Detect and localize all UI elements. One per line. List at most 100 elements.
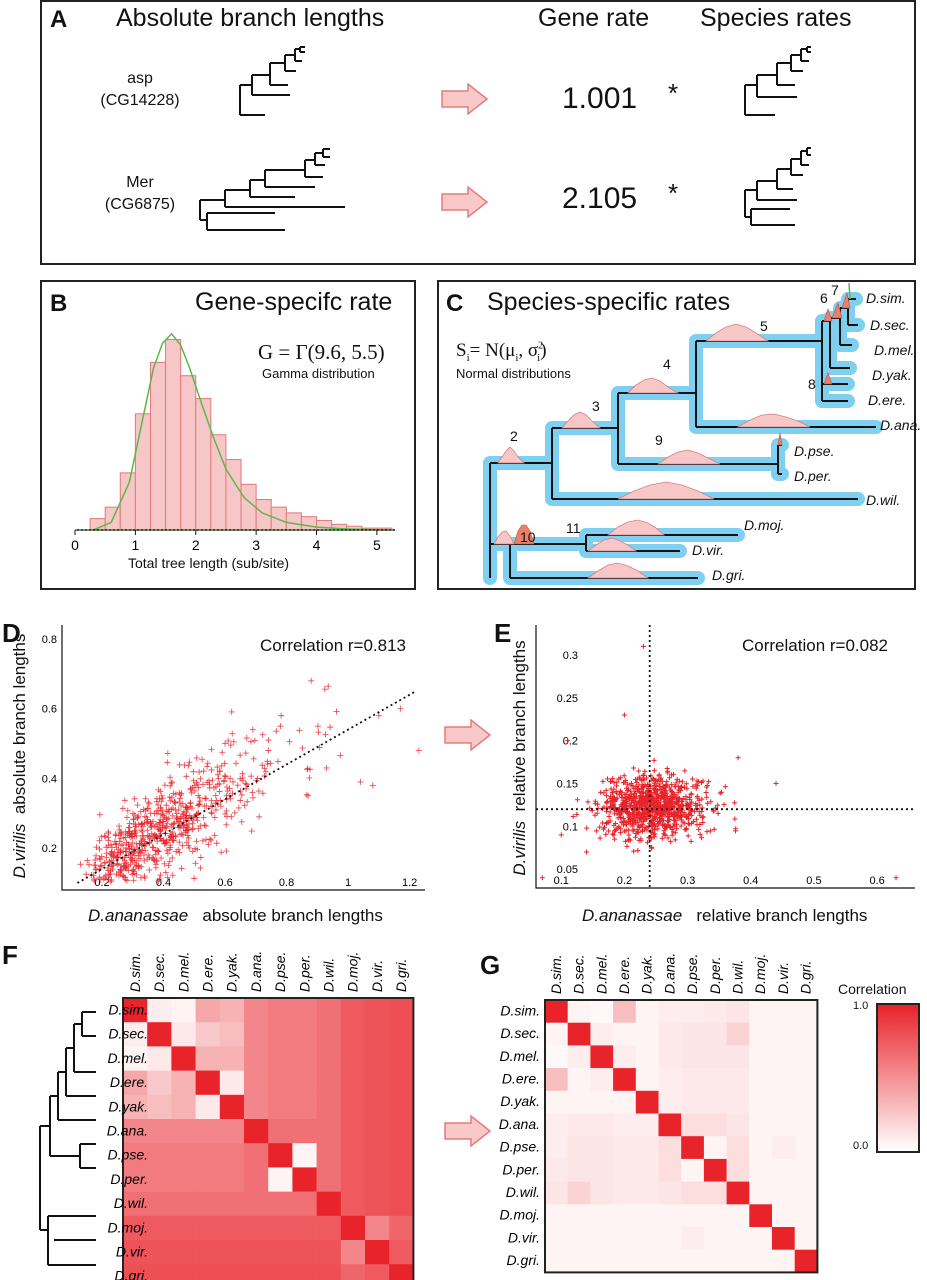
heatmap-cell bbox=[726, 1204, 750, 1228]
heatmap-cell bbox=[794, 1249, 818, 1273]
heatmap-cell bbox=[635, 1136, 659, 1160]
scatter-point bbox=[670, 823, 676, 829]
scatter-point bbox=[161, 782, 168, 789]
heatmap-cell bbox=[749, 1090, 773, 1114]
scatter-point bbox=[132, 829, 139, 836]
scatter-point bbox=[684, 814, 690, 820]
heatmap-cell bbox=[195, 1070, 221, 1096]
scatter-point bbox=[255, 788, 262, 795]
scatter-point bbox=[696, 826, 702, 832]
heatmap-cell bbox=[365, 998, 390, 1023]
scatter-point bbox=[134, 802, 141, 809]
heatmap-cell bbox=[389, 1264, 414, 1280]
scatter-point bbox=[93, 844, 100, 851]
scatter-point bbox=[188, 789, 195, 796]
species-label: D.vir. bbox=[692, 542, 725, 558]
column-label: D.wil. bbox=[729, 960, 745, 994]
scatter-point bbox=[157, 827, 164, 834]
heatmap-cell bbox=[658, 1158, 682, 1182]
x-tick-label: 0.5 bbox=[806, 875, 821, 887]
heatmap-cell bbox=[658, 1068, 682, 1092]
scatter-point bbox=[150, 844, 157, 851]
scatter-point bbox=[197, 854, 204, 861]
panel-e-label: E bbox=[494, 618, 512, 648]
scatter-point bbox=[144, 856, 151, 863]
scatter-point bbox=[259, 731, 266, 738]
scatter-point bbox=[721, 802, 727, 808]
heatmap-cell bbox=[772, 1113, 795, 1137]
scatter-point bbox=[256, 813, 263, 820]
scatter-point bbox=[167, 774, 174, 781]
heatmap-border bbox=[544, 999, 819, 1274]
scatter-point bbox=[189, 826, 196, 833]
scatter-point bbox=[172, 791, 179, 798]
heatmap-cell bbox=[658, 1090, 682, 1114]
heatmap-cell bbox=[726, 1022, 750, 1046]
histogram-bar bbox=[240, 483, 257, 531]
scatter-point bbox=[175, 819, 182, 826]
scatter-point bbox=[248, 828, 255, 835]
heatmap-cell bbox=[726, 1000, 750, 1023]
scatter-point bbox=[640, 827, 646, 833]
gene-rate-mer: 2.105 bbox=[562, 182, 638, 215]
scatter-point bbox=[648, 800, 654, 806]
heatmap-cell bbox=[794, 1158, 818, 1182]
scatter-point bbox=[687, 795, 693, 801]
scatter-point bbox=[155, 848, 162, 855]
scatter-point bbox=[679, 784, 685, 790]
heatmap-cell bbox=[794, 1204, 818, 1228]
heatmap-cell bbox=[794, 1022, 818, 1046]
heatmap-cell bbox=[268, 998, 293, 1023]
heatmap-cell bbox=[340, 1215, 366, 1241]
panel-b-label: B bbox=[50, 290, 68, 317]
scatter-point bbox=[656, 818, 662, 824]
scatter-point bbox=[150, 855, 157, 862]
column-label: D.wil. bbox=[321, 958, 337, 992]
heatmap-cell bbox=[635, 1204, 659, 1228]
heatmap-cell bbox=[365, 1215, 390, 1241]
scatter-point bbox=[194, 781, 201, 788]
heatmap-cell bbox=[123, 1022, 148, 1047]
scatter-point bbox=[151, 857, 158, 864]
scatter-point bbox=[228, 813, 235, 820]
gene-name-mer: Mer bbox=[126, 174, 154, 191]
scatter-point bbox=[186, 759, 193, 766]
heatmap-cell bbox=[794, 1227, 818, 1250]
scatter-point bbox=[123, 844, 130, 851]
scatter-point bbox=[147, 810, 154, 817]
heatmap-cell bbox=[147, 1119, 172, 1144]
gamma-curve bbox=[92, 332, 390, 531]
scatter-point bbox=[637, 789, 643, 795]
heatmap-cell bbox=[365, 1094, 390, 1120]
heatmap-cell bbox=[681, 1249, 705, 1273]
scatter-point bbox=[660, 784, 666, 790]
scatter-point bbox=[299, 745, 306, 752]
row-label: D.pse. bbox=[500, 1139, 540, 1155]
heatmap-cell bbox=[244, 1240, 269, 1265]
x-tick-label: 0.3 bbox=[680, 875, 695, 887]
scatter-point bbox=[678, 813, 684, 819]
scatter-point bbox=[227, 775, 234, 782]
panel-d-correlation: Correlation r=0.813 bbox=[260, 636, 407, 655]
scatter-point bbox=[183, 804, 190, 811]
scatter-point bbox=[707, 828, 713, 834]
y-tick-label: 0.4 bbox=[42, 773, 57, 785]
scatter-point bbox=[699, 815, 705, 821]
scatter-point bbox=[179, 842, 186, 849]
scatter-point bbox=[161, 860, 168, 867]
scatter-point bbox=[612, 799, 618, 805]
heatmap-cell bbox=[772, 1204, 795, 1228]
heatmap-cell bbox=[749, 1113, 773, 1137]
scatter-point bbox=[184, 832, 191, 839]
scatter-point bbox=[665, 835, 671, 841]
heatmap-cell bbox=[365, 1046, 390, 1071]
scatter-point bbox=[653, 782, 659, 788]
scatter-point bbox=[122, 864, 129, 871]
scatter-point bbox=[631, 786, 637, 792]
heatmap-cell bbox=[292, 1119, 317, 1144]
heatmap-cell bbox=[316, 1240, 342, 1265]
heatmap-cell bbox=[794, 1113, 818, 1137]
x-tick-label: 0.2 bbox=[617, 875, 632, 887]
scatter-point bbox=[670, 829, 676, 835]
panel-c-formula-note: Normal distributions bbox=[456, 366, 571, 381]
